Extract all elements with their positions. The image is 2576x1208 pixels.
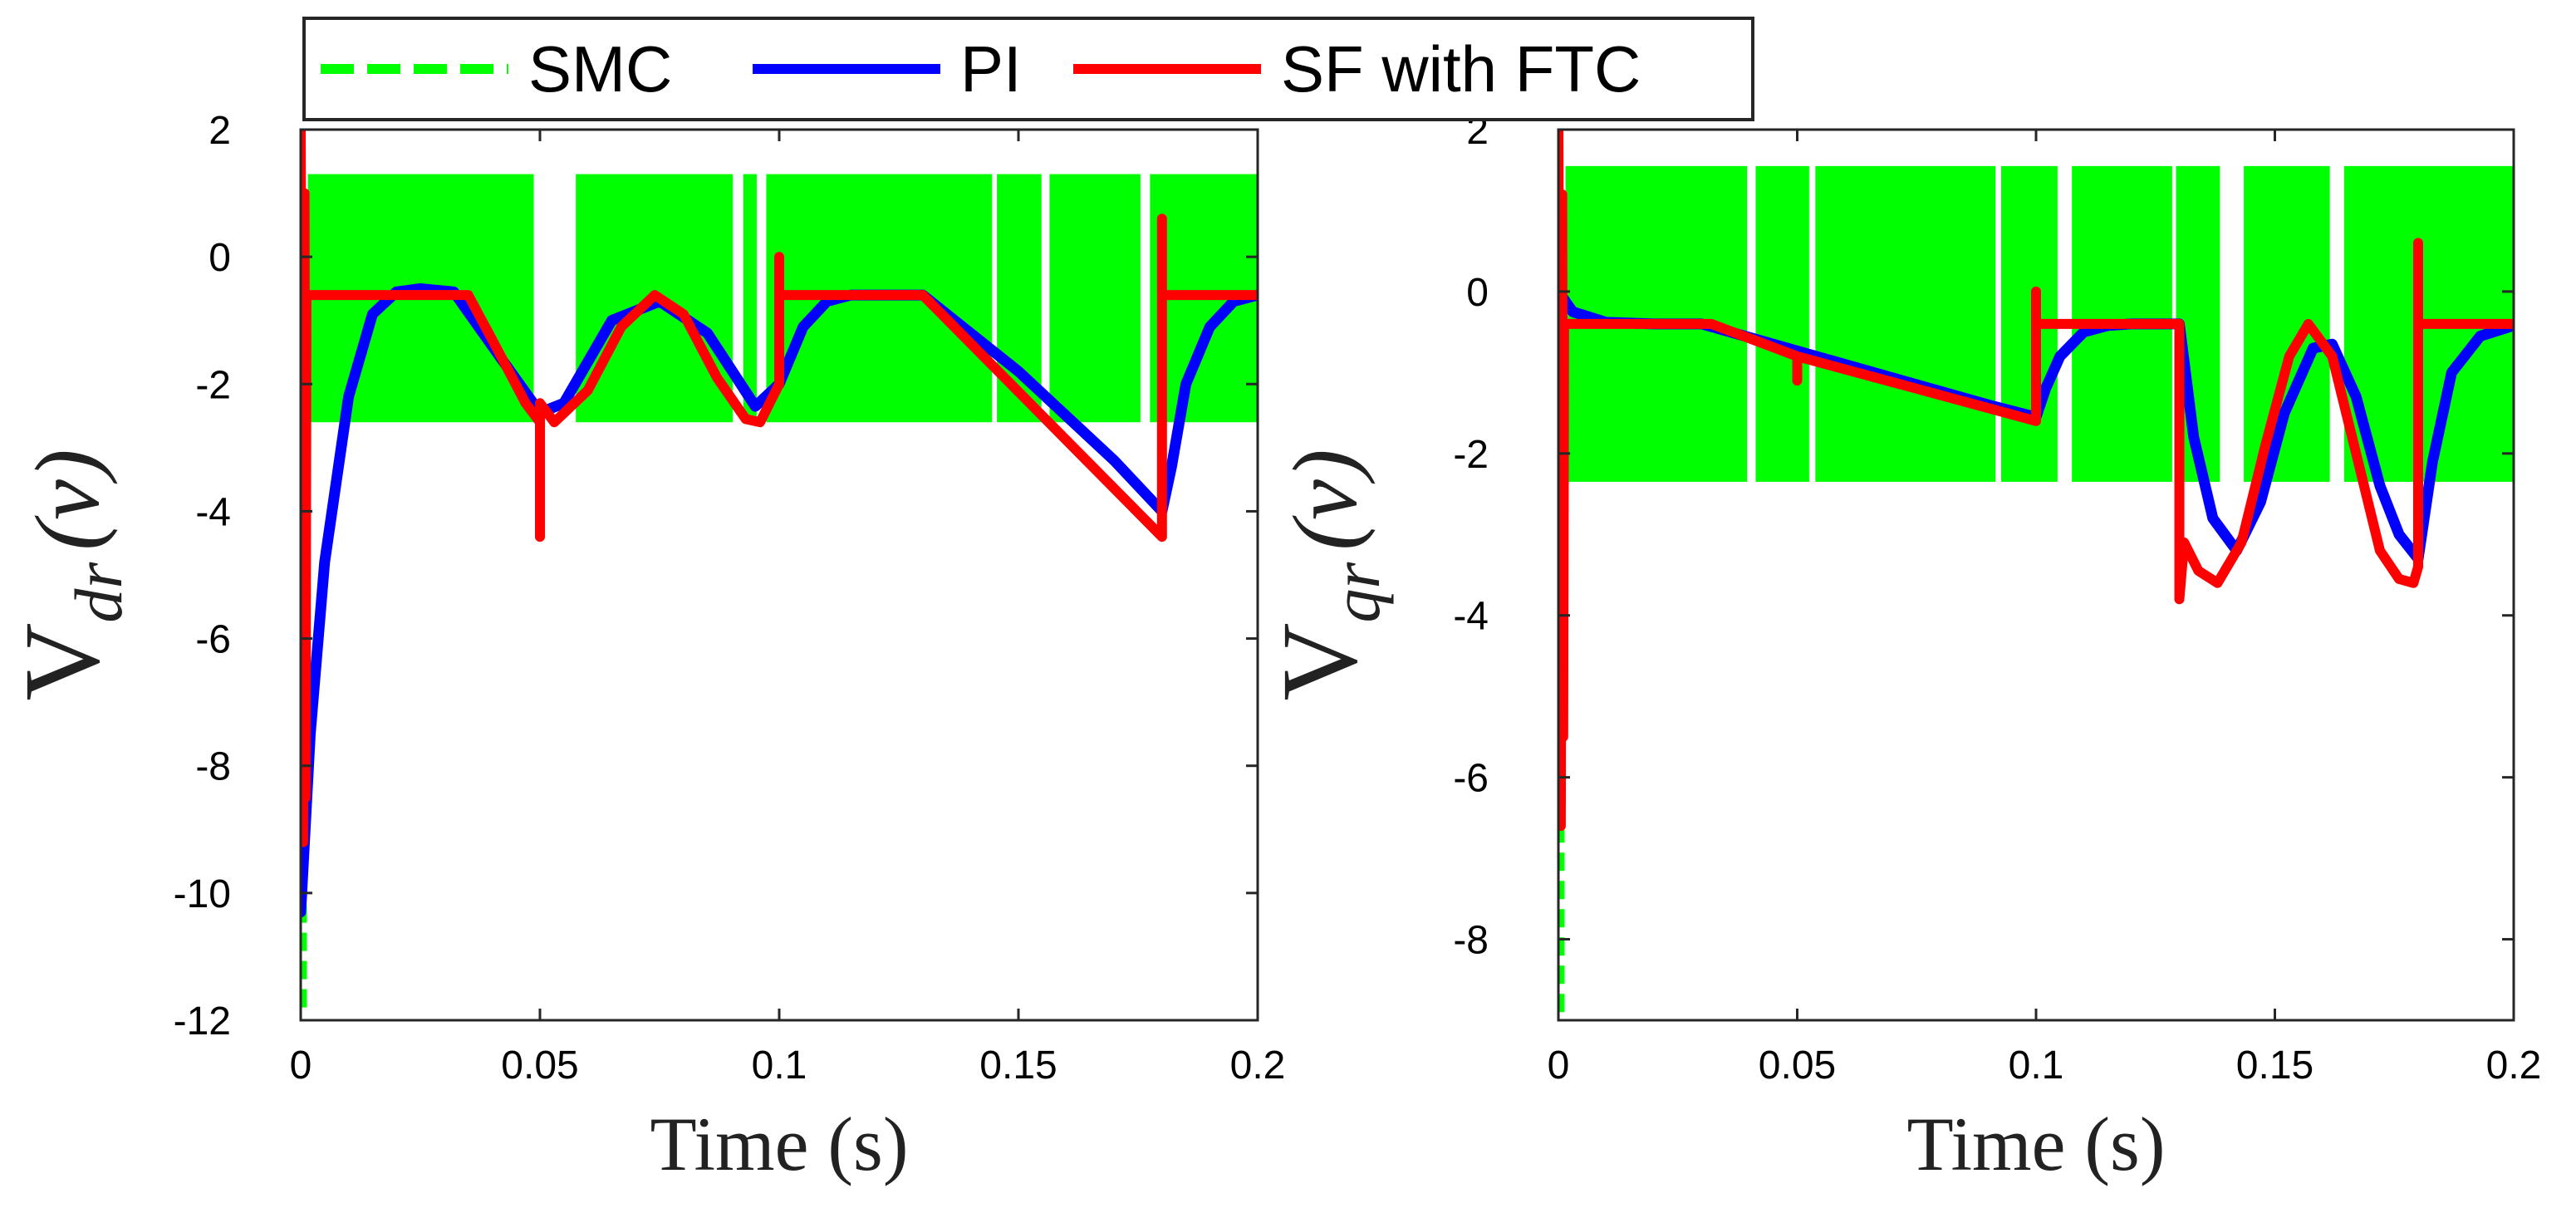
vdr-xtick-label: 0: [290, 1043, 312, 1088]
plot-vdr: 0 0.05 0.1 0.15 0.2 2 0 -2 -4 -6 -8 -10 -12 Time (s) V…: [2, 109, 1285, 1186]
vqr-ytick-label: -4: [1453, 595, 1489, 639]
vdr-ylabel-main: V: [2, 623, 122, 701]
legend: SMC PI SF with FTC: [302, 17, 1754, 121]
vqr-smc-band-segment: [1815, 165, 1996, 482]
vdr-xtick-label: 0.05: [501, 1043, 578, 1088]
legend-label-sf-with-ftc: SF with FTC: [1281, 32, 1641, 106]
vqr-series-sf-with-ftc: [1558, 130, 2514, 832]
vdr-xlabel: Time (s): [650, 1102, 909, 1186]
legend-label-pi: PI: [960, 32, 1022, 106]
vdr-series-sf-with-ftc: [301, 130, 1258, 847]
vdr-ytick-label: -12: [174, 999, 231, 1043]
vdr-ytick-label: -6: [195, 618, 231, 662]
vqr-xlabel: Time (s): [1907, 1102, 2166, 1186]
vqr-ytick-label: -2: [1453, 433, 1489, 477]
vqr-xtick-label: 0: [1548, 1043, 1570, 1088]
vdr-data-layer: [301, 130, 1258, 1008]
vqr-ylabel-unit: (v): [1274, 449, 1376, 551]
vdr-ytick-label: 2: [209, 109, 231, 153]
vqr-series-pi: [1558, 286, 2514, 564]
vqr-ytick-label: 0: [1466, 271, 1489, 315]
vdr-ylabel-unit: (v): [17, 449, 118, 551]
vqr-ylabel-main: V: [1260, 623, 1380, 701]
vdr-ytick-label: -4: [195, 490, 231, 534]
vqr-xtick-label: 0.05: [1759, 1043, 1836, 1088]
vqr-ylabel-sub: qr: [1318, 562, 1394, 623]
vdr-xtick-label: 0.2: [1230, 1043, 1286, 1088]
vqr-smc-band-segment: [2244, 165, 2330, 482]
vqr-ytick-label: -6: [1453, 757, 1489, 801]
vdr-smc-band-segment: [743, 174, 757, 423]
vdr-ylabel-sub: dr: [61, 562, 136, 623]
vdr-ytick-label: -10: [174, 872, 231, 916]
vdr-xtick-label: 0.1: [752, 1043, 807, 1088]
vdr-ytick-label: -8: [195, 745, 231, 789]
vqr-data-layer: [1558, 130, 2514, 1013]
vqr-xtick-label: 0.2: [2486, 1043, 2542, 1088]
vqr-xtick-label: 0.15: [2236, 1043, 2313, 1088]
legend-box: [302, 17, 1754, 121]
legend-label-smc: SMC: [528, 32, 672, 106]
vdr-ytick-label: 0: [209, 236, 231, 280]
vqr-xtick-label: 0.1: [2009, 1043, 2064, 1088]
vdr-smc-band-segment: [1049, 174, 1141, 423]
vdr-ytick-label: -2: [195, 363, 231, 407]
vqr-ylabel: Vqr (v): [1260, 449, 1394, 701]
vqr-ytick-label: -8: [1453, 919, 1489, 963]
vdr-xtick-label: 0.15: [979, 1043, 1057, 1088]
vqr-smc-band-segment: [1755, 165, 1809, 482]
vdr-ylabel: Vdr (v): [2, 449, 136, 701]
